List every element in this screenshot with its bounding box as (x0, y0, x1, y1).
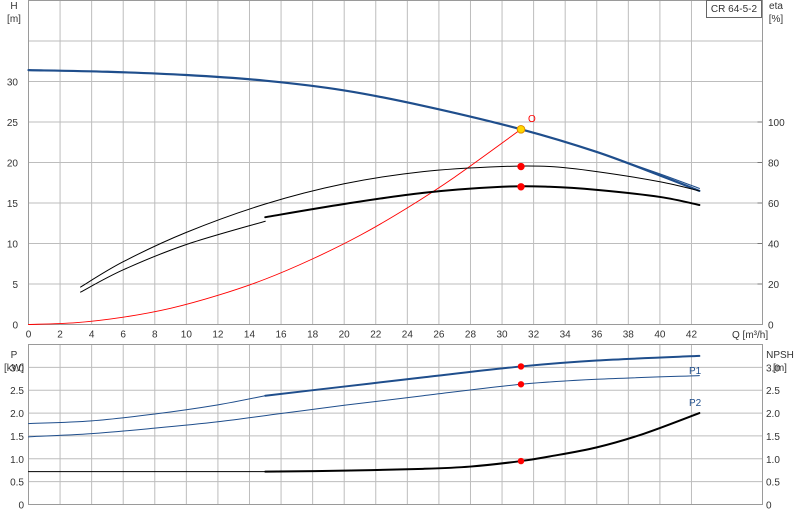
x-tick-label: 16 (275, 330, 287, 341)
p-tick-label: 2.5 (10, 386, 24, 397)
eta-axis-label: eta (769, 1, 783, 12)
head-min-curve (596, 151, 700, 189)
upper-grid (28, 0, 763, 325)
duty-p1-marker (517, 363, 525, 370)
duty-eta-upper-marker (517, 162, 525, 171)
head-curve (27, 69, 701, 192)
upper-series-layer (27, 69, 701, 325)
x-tick-label: 18 (307, 330, 319, 341)
npsh-tick-label: 2.5 (766, 386, 780, 397)
eta-tick-label: 0 (768, 321, 774, 332)
x-tick-label: 32 (528, 330, 540, 341)
x-tick-label: 36 (591, 330, 603, 341)
x-tick-label: 4 (89, 330, 95, 341)
npsh-tick-label: 2.0 (766, 409, 780, 420)
npsh-tick-label: 1.0 (766, 455, 780, 466)
npsh-tick-label: 0.5 (766, 478, 780, 489)
x-tick-label: 22 (370, 330, 382, 341)
eta-curve (264, 185, 701, 219)
p-tick-label: 0 (18, 501, 24, 512)
h-axis-label: H (10, 1, 17, 12)
lower-duty-points (517, 363, 525, 465)
h-tick-label: 25 (7, 118, 19, 129)
p-tick-label: 2.0 (10, 409, 24, 420)
p-axis-label: P (11, 350, 18, 361)
npsh-tick-label: 3.0 (766, 363, 780, 374)
lower-tick-labels: 0 0.5 1.0 1.5 2.0 2.5 3.0 0 0.5 1.0 1.5 2.0 2.5 3.0 (10, 363, 780, 511)
npsh-tick-label: 0 (766, 501, 772, 512)
p2-curve (28, 375, 700, 438)
x-tick-label: 0 (26, 330, 32, 341)
x-tick-label: 14 (244, 330, 256, 341)
duty-npsh-marker (517, 457, 525, 465)
x-tick-label: 30 (496, 330, 508, 341)
x-tick-label: 20 (339, 330, 351, 341)
lower-plot-frame (28, 344, 763, 505)
p-tick-label: 0.5 (10, 478, 24, 489)
p-tick-label: 1.0 (10, 455, 24, 466)
eta-tick-label: 80 (768, 159, 780, 170)
eta-tick-label: 100 (768, 118, 785, 129)
duty-head-marker (516, 124, 526, 134)
p1-thin-curve (28, 395, 266, 425)
x-tick-label: 8 (152, 330, 158, 341)
eta-tick-label: 60 (768, 199, 780, 210)
x-tick-label: 42 (686, 330, 698, 341)
x-tick-label: 26 (433, 330, 445, 341)
eta-upper-curve (80, 165, 700, 288)
eta-axis-unit: [%] (769, 14, 784, 25)
x-tick-label: 2 (57, 330, 63, 341)
pump-model-box (706, 0, 762, 18)
lower-series-layer (28, 354, 701, 473)
upper-tick-labels: 0 2 4 6 8 10 12 14 16 18 20 22 24 26 28 30 32 34 36 38 40 420… (7, 78, 785, 341)
h-tick-label: 10 (7, 240, 19, 251)
h-tick-label: 15 (7, 199, 19, 210)
x-tick-label: 34 (560, 330, 572, 341)
upper-plot-frame (28, 0, 763, 325)
system-curve-label: O (528, 114, 536, 125)
eta-tick-label: 40 (768, 240, 780, 251)
p2-series-label: P2 (689, 398, 702, 409)
p-tick-label: 1.5 (10, 432, 24, 443)
h-tick-label: 0 (12, 321, 18, 332)
npsh-tick-label: 1.5 (766, 432, 780, 443)
x-tick-label: 28 (465, 330, 477, 341)
h-tick-label: 5 (12, 280, 18, 291)
x-tick-label: 10 (181, 330, 193, 341)
x-tick-label: 12 (212, 330, 224, 341)
p-axis-unit: [kW] (4, 363, 24, 374)
q-axis-label: Q [m³/h] (732, 330, 768, 341)
x-tick-label: 6 (120, 330, 126, 341)
duty-eta-marker (517, 183, 525, 191)
p1-series-label: P1 (689, 366, 702, 377)
npsh-curve (264, 412, 701, 473)
h-axis-unit: [m] (7, 14, 21, 25)
x-tick-label: 38 (623, 330, 635, 341)
x-tick-label: 24 (402, 330, 414, 341)
h-tick-label: 20 (7, 159, 19, 170)
upper-duty-points (516, 124, 526, 191)
eta-tick-label: 20 (768, 280, 780, 291)
duty-p2-marker (517, 381, 525, 388)
eta-lower-curve (80, 220, 266, 293)
p-tick-label: 3.0 (10, 363, 24, 374)
h-tick-label: 30 (7, 78, 19, 89)
p1-curve (264, 354, 701, 397)
lower-grid (28, 344, 763, 505)
npsh-axis-label: NPSH (766, 350, 794, 361)
system-curve (28, 128, 522, 325)
x-tick-label: 40 (654, 330, 666, 341)
npsh-axis-unit: [m] (773, 363, 787, 374)
pump-model-label: CR 64-5-2 (711, 4, 758, 15)
